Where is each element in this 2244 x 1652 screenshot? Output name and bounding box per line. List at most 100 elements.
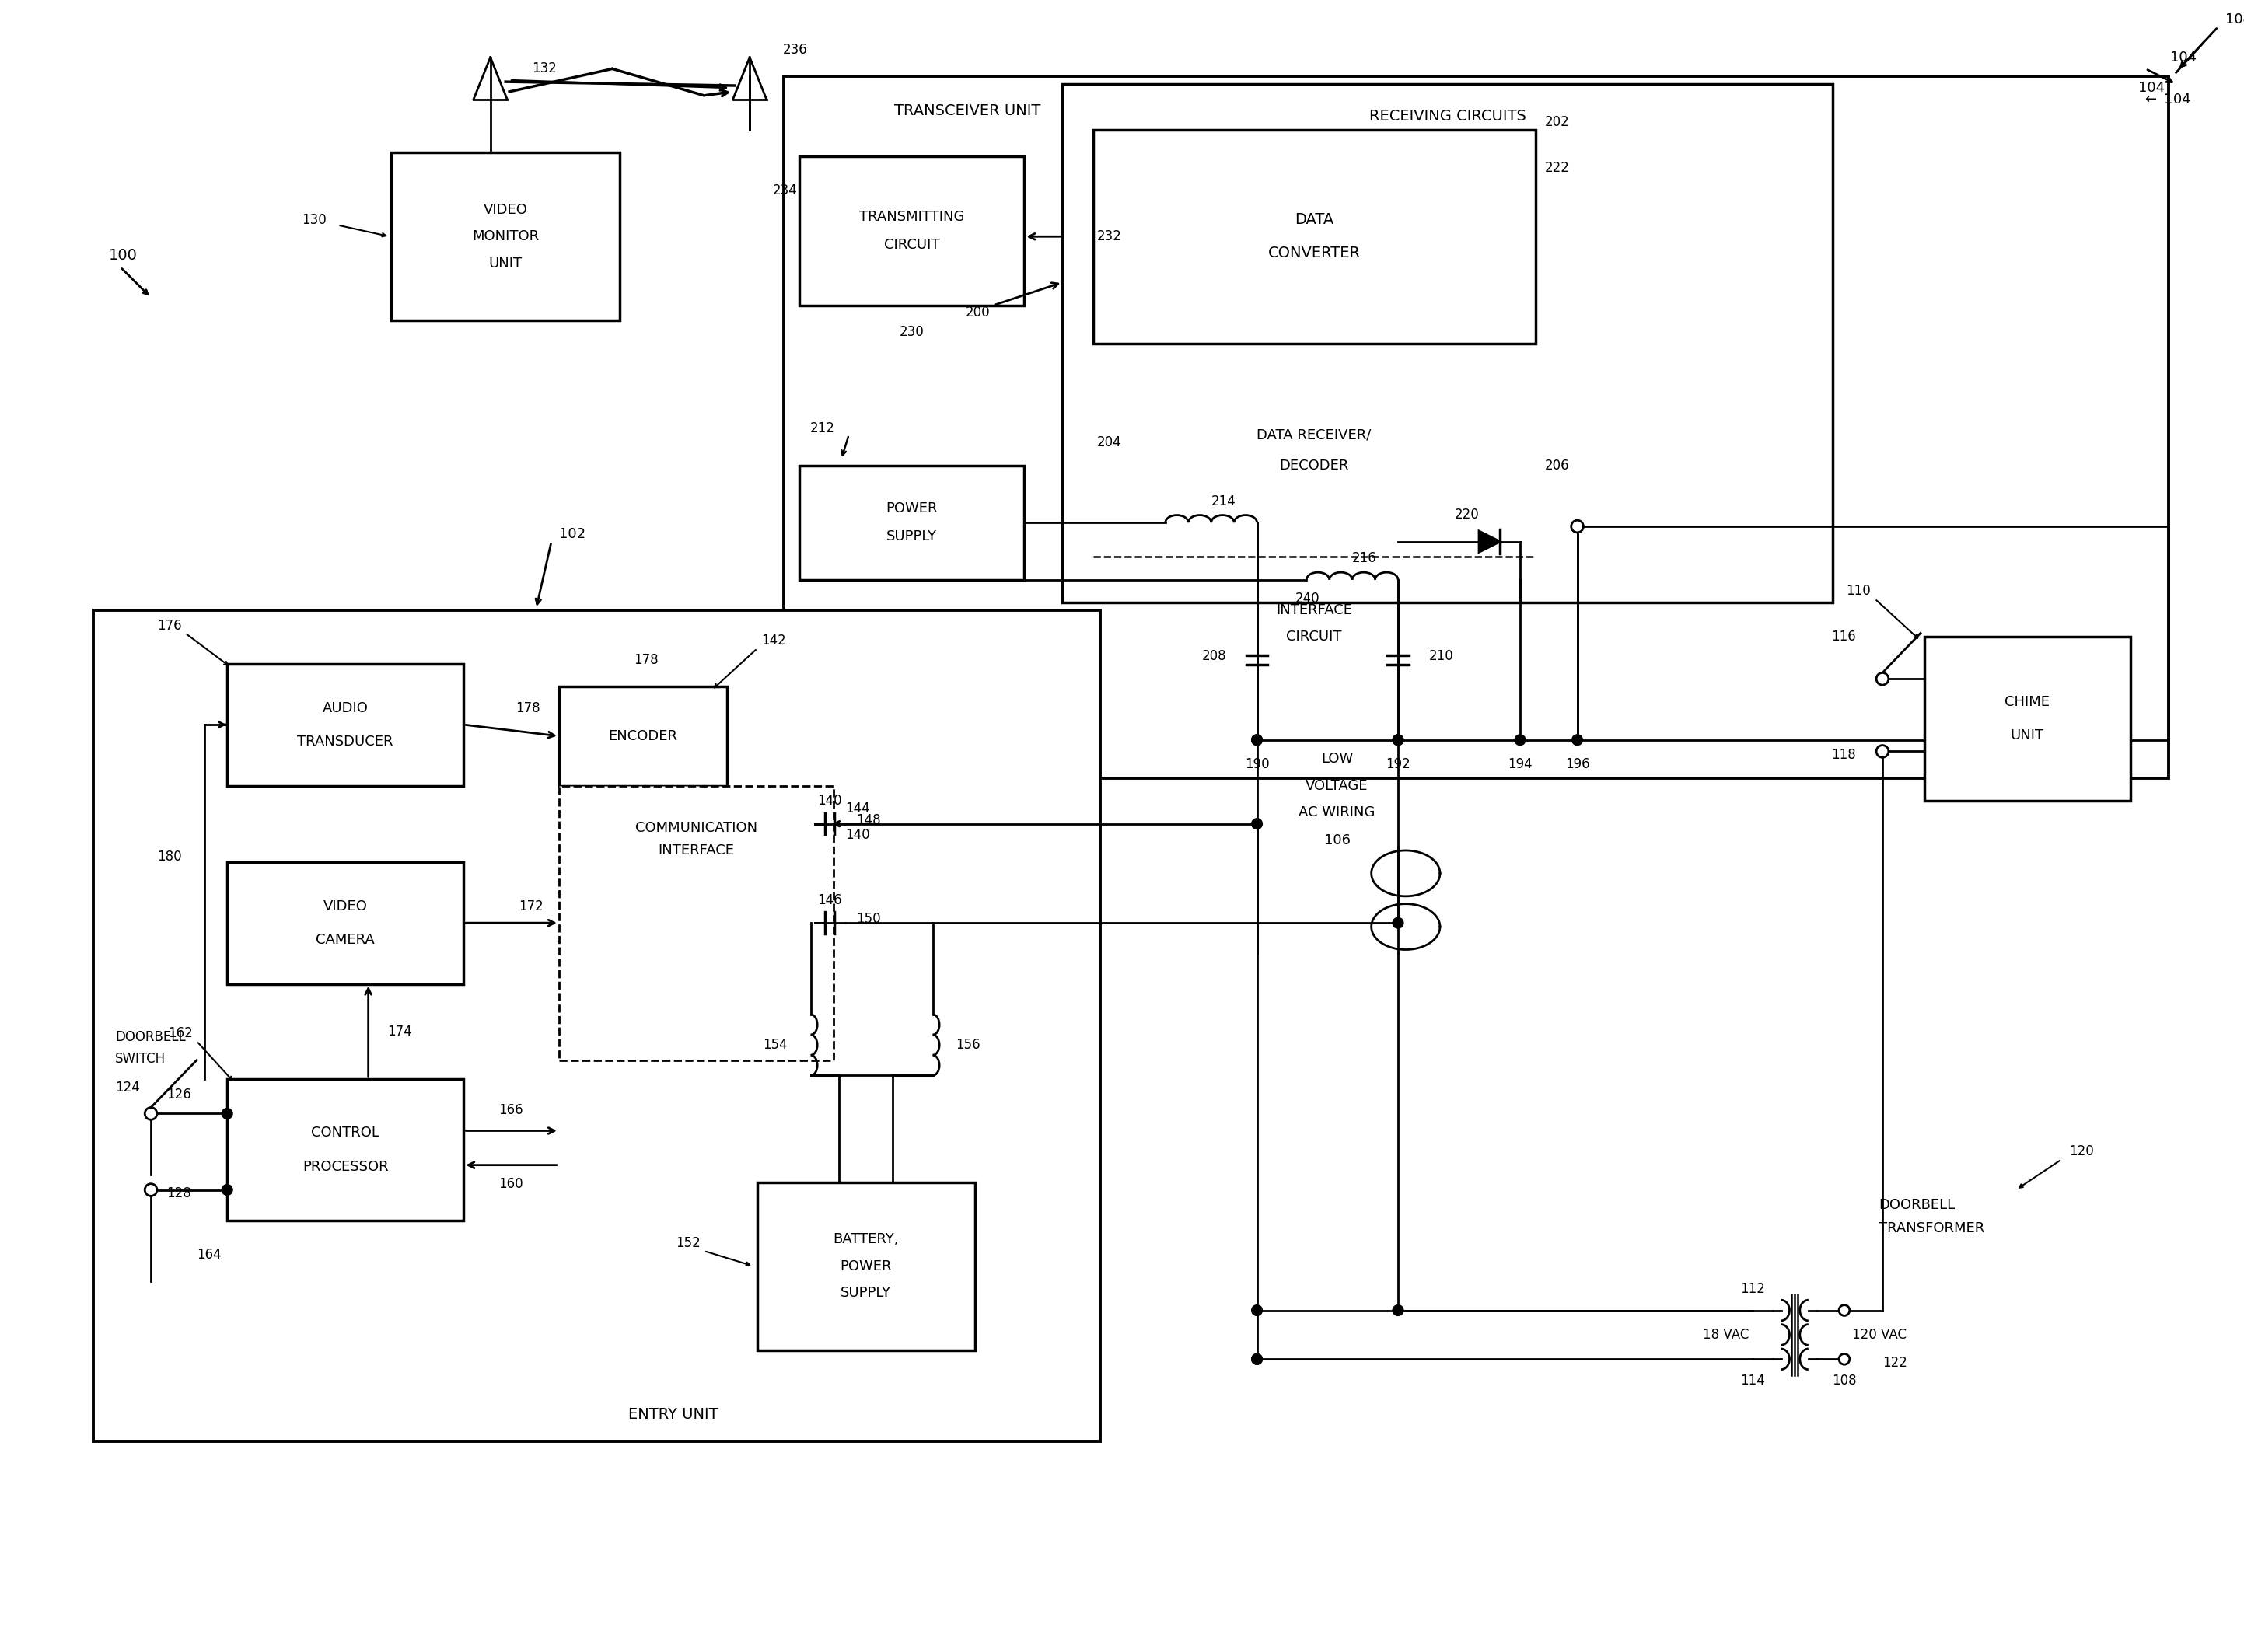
Text: 232: 232 bbox=[1097, 230, 1122, 243]
Text: 130: 130 bbox=[301, 213, 325, 226]
Text: 114: 114 bbox=[1741, 1373, 1766, 1388]
Bar bbox=[799, 466, 1023, 580]
Text: DECODER: DECODER bbox=[1279, 458, 1349, 472]
Text: 164: 164 bbox=[197, 1247, 222, 1262]
Text: 126: 126 bbox=[166, 1087, 191, 1102]
Text: SUPPLY: SUPPLY bbox=[886, 529, 938, 544]
Text: TRANSFORMER: TRANSFORMER bbox=[1878, 1221, 1984, 1236]
Text: 162: 162 bbox=[168, 1026, 193, 1041]
Circle shape bbox=[1252, 1305, 1263, 1315]
Circle shape bbox=[1394, 735, 1402, 745]
Text: 146: 146 bbox=[817, 894, 842, 907]
Text: 132: 132 bbox=[532, 61, 557, 76]
Circle shape bbox=[1876, 745, 1889, 757]
Circle shape bbox=[1252, 735, 1263, 745]
Circle shape bbox=[1838, 1305, 1849, 1315]
Circle shape bbox=[1838, 1355, 1849, 1365]
Text: 204: 204 bbox=[1097, 436, 1122, 449]
Text: 160: 160 bbox=[498, 1178, 523, 1191]
Text: 104: 104 bbox=[2226, 12, 2244, 26]
Text: 230: 230 bbox=[900, 325, 925, 339]
Text: 206: 206 bbox=[1544, 458, 1569, 472]
Text: $\leftarrow$ 104: $\leftarrow$ 104 bbox=[2143, 93, 2192, 106]
Text: 176: 176 bbox=[157, 618, 182, 633]
Text: INTERFACE: INTERFACE bbox=[1277, 603, 1353, 618]
Text: DATA RECEIVER/: DATA RECEIVER/ bbox=[1257, 428, 1371, 441]
Circle shape bbox=[1573, 735, 1582, 745]
Text: 106: 106 bbox=[1324, 834, 1351, 847]
Text: 196: 196 bbox=[1564, 757, 1589, 771]
Bar bbox=[756, 1183, 974, 1350]
Text: 118: 118 bbox=[1831, 748, 1856, 762]
Bar bbox=[94, 610, 1100, 1442]
Text: 210: 210 bbox=[1429, 649, 1454, 662]
Text: 100: 100 bbox=[110, 248, 137, 263]
Text: CIRCUIT: CIRCUIT bbox=[884, 238, 940, 251]
Circle shape bbox=[1876, 672, 1889, 686]
Text: ENTRY UNIT: ENTRY UNIT bbox=[628, 1408, 718, 1422]
Text: 190: 190 bbox=[1245, 757, 1270, 771]
Text: 120 VAC: 120 VAC bbox=[1851, 1328, 1907, 1341]
Text: 200: 200 bbox=[965, 306, 990, 320]
Text: 18 VAC: 18 VAC bbox=[1703, 1328, 1748, 1341]
Text: 124: 124 bbox=[114, 1080, 139, 1095]
Text: VIDEO: VIDEO bbox=[323, 899, 368, 914]
Text: 172: 172 bbox=[518, 899, 543, 914]
Text: UNIT: UNIT bbox=[489, 256, 523, 271]
Bar bbox=[1061, 84, 1833, 603]
Bar bbox=[227, 664, 465, 786]
Text: 216: 216 bbox=[1353, 552, 1378, 565]
Text: 222: 222 bbox=[1544, 160, 1569, 175]
Text: INTERFACE: INTERFACE bbox=[657, 844, 734, 857]
Text: 110: 110 bbox=[1847, 585, 1871, 598]
Polygon shape bbox=[1479, 530, 1501, 552]
Text: ENCODER: ENCODER bbox=[608, 729, 678, 743]
Text: 128: 128 bbox=[166, 1186, 191, 1201]
Text: 150: 150 bbox=[857, 912, 882, 927]
Circle shape bbox=[146, 1184, 157, 1196]
Text: 234: 234 bbox=[772, 183, 797, 198]
Text: SUPPLY: SUPPLY bbox=[842, 1285, 891, 1300]
Bar bbox=[227, 862, 465, 985]
Text: 180: 180 bbox=[157, 849, 182, 864]
Text: BATTERY,: BATTERY, bbox=[833, 1232, 900, 1246]
Text: TRANSCEIVER UNIT: TRANSCEIVER UNIT bbox=[893, 104, 1041, 117]
Text: 202: 202 bbox=[1544, 116, 1569, 129]
Text: CONVERTER: CONVERTER bbox=[1268, 246, 1360, 261]
Circle shape bbox=[1252, 818, 1263, 829]
Text: MONITOR: MONITOR bbox=[471, 230, 539, 243]
Text: POWER: POWER bbox=[886, 502, 938, 515]
Text: 144: 144 bbox=[846, 801, 871, 816]
Bar bbox=[1093, 131, 1535, 344]
Text: 104: 104 bbox=[2170, 50, 2197, 64]
Circle shape bbox=[1394, 1305, 1402, 1315]
Text: 142: 142 bbox=[761, 634, 785, 648]
Text: DOORBELL: DOORBELL bbox=[1878, 1198, 1955, 1213]
Circle shape bbox=[1515, 735, 1526, 745]
Bar bbox=[783, 76, 2168, 778]
Text: 194: 194 bbox=[1508, 757, 1533, 771]
Text: TRANSDUCER: TRANSDUCER bbox=[298, 735, 393, 748]
Text: CHIME: CHIME bbox=[2004, 695, 2051, 709]
Text: 174: 174 bbox=[388, 1024, 413, 1039]
Text: VOLTAGE: VOLTAGE bbox=[1306, 778, 1369, 793]
Text: 152: 152 bbox=[675, 1236, 700, 1251]
Text: POWER: POWER bbox=[839, 1259, 891, 1274]
Text: 208: 208 bbox=[1203, 649, 1227, 662]
Text: UNIT: UNIT bbox=[2011, 729, 2044, 743]
Bar bbox=[390, 152, 619, 320]
Circle shape bbox=[222, 1108, 233, 1118]
Circle shape bbox=[1394, 735, 1402, 745]
Text: 140: 140 bbox=[817, 795, 842, 808]
Text: 140: 140 bbox=[846, 828, 871, 843]
Circle shape bbox=[222, 1184, 233, 1194]
Bar bbox=[1925, 638, 2130, 801]
Text: 104: 104 bbox=[2139, 81, 2165, 94]
Text: 236: 236 bbox=[783, 43, 808, 56]
Text: TRANSMITTING: TRANSMITTING bbox=[859, 210, 965, 225]
Text: LOW: LOW bbox=[1322, 752, 1353, 767]
Bar bbox=[799, 157, 1023, 306]
Text: 148: 148 bbox=[857, 813, 882, 828]
Text: 154: 154 bbox=[763, 1037, 788, 1052]
Text: 112: 112 bbox=[1741, 1282, 1766, 1295]
